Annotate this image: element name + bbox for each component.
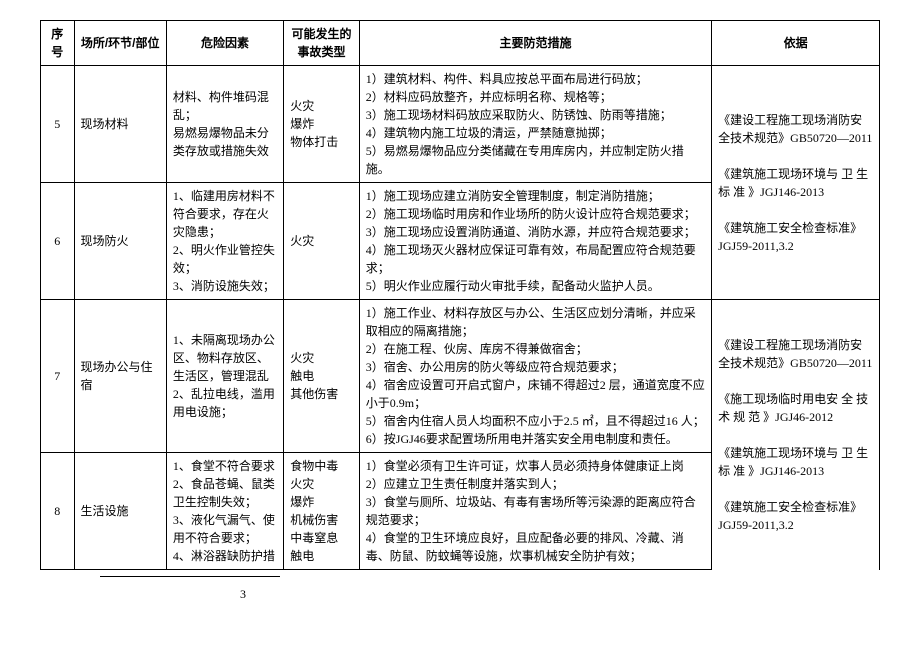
footer-divider xyxy=(100,576,280,577)
cell-seq: 7 xyxy=(41,300,75,453)
cell-acc: 火灾爆炸物体打击 xyxy=(284,66,360,183)
header-loc: 场所/环节/部位 xyxy=(74,21,166,66)
risk-table: 序号 场所/环节/部位 危险因素 可能发生的事故类型 主要防范措施 依据 5 现… xyxy=(40,20,880,570)
cell-acc: 火灾 xyxy=(284,183,360,300)
cell-risk: 材料、构件堆码混乱；易燃易爆物品未分类存放或措施失效 xyxy=(166,66,283,183)
cell-basis: 《建设工程施工现场消防安全技术规范》GB50720—2011《施工现场临时用电安… xyxy=(712,300,880,570)
cell-loc: 现场办公与住宿 xyxy=(74,300,166,453)
cell-measure: 1）施工现场应建立消防安全管理制度，制定消防措施；2）施工现场临时用房和作业场所… xyxy=(359,183,711,300)
cell-loc: 现场防火 xyxy=(74,183,166,300)
cell-measure: 1）施工作业、材料存放区与办公、生活区应划分清晰，并应采取相应的隔离措施；2）在… xyxy=(359,300,711,453)
cell-measure: 1）建筑材料、构件、料具应按总平面布局进行码放；2）材料应码放整齐，并应标明名称… xyxy=(359,66,711,183)
cell-loc: 现场材料 xyxy=(74,66,166,183)
header-risk: 危险因素 xyxy=(166,21,283,66)
header-seq: 序号 xyxy=(41,21,75,66)
table-row: 5 现场材料 材料、构件堆码混乱；易燃易爆物品未分类存放或措施失效 火灾爆炸物体… xyxy=(41,66,880,183)
cell-risk: 1、未隔离现场办公区、物料存放区、生活区，管理混乱2、乱拉电线，滥用用电设施； xyxy=(166,300,283,453)
header-measure: 主要防范措施 xyxy=(359,21,711,66)
cell-seq: 8 xyxy=(41,453,75,570)
table-row: 7 现场办公与住宿 1、未隔离现场办公区、物料存放区、生活区，管理混乱2、乱拉电… xyxy=(41,300,880,453)
table-header-row: 序号 场所/环节/部位 危险因素 可能发生的事故类型 主要防范措施 依据 xyxy=(41,21,880,66)
cell-risk: 1、食堂不符合要求2、食品苍蝇、鼠类卫生控制失效；3、液化气漏气、使用不符合要求… xyxy=(166,453,283,570)
header-basis: 依据 xyxy=(712,21,880,66)
cell-acc: 火灾触电其他伤害 xyxy=(284,300,360,453)
cell-measure: 1）食堂必须有卫生许可证，炊事人员必须持身体健康证上岗2）应建立卫生责任制度并落… xyxy=(359,453,711,570)
cell-seq: 5 xyxy=(41,66,75,183)
cell-acc: 食物中毒火灾爆炸机械伤害中毒窒息触电 xyxy=(284,453,360,570)
page-number: 3 xyxy=(40,585,880,603)
cell-loc: 生活设施 xyxy=(74,453,166,570)
cell-risk: 1、临建用房材料不符合要求，存在火灾隐患；2、明火作业管控失效；3、消防设施失效… xyxy=(166,183,283,300)
cell-seq: 6 xyxy=(41,183,75,300)
header-acc: 可能发生的事故类型 xyxy=(284,21,360,66)
cell-basis: 《建设工程施工现场消防安全技术规范》GB50720—2011《建筑施工现场环境与… xyxy=(712,66,880,300)
